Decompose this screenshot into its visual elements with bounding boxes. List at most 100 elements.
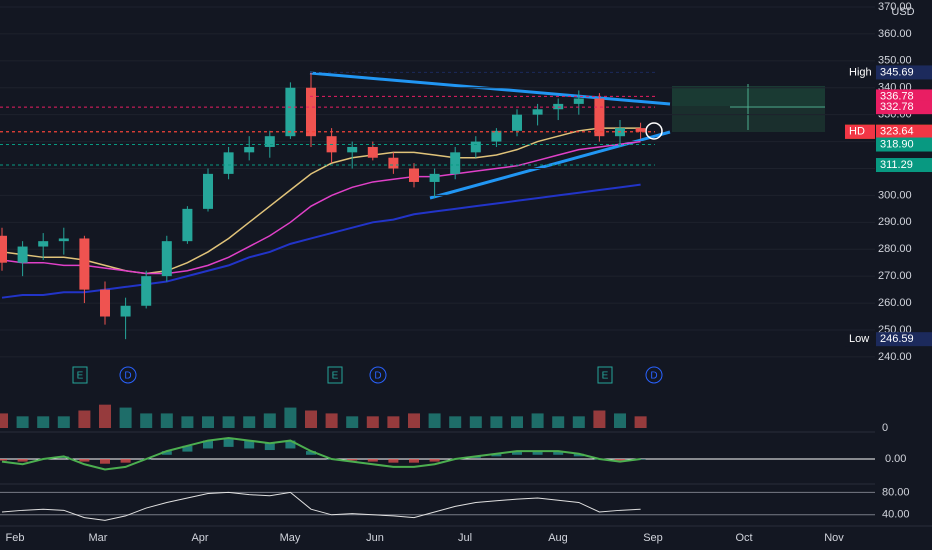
macd-line bbox=[1, 436, 641, 471]
y-tick-label: 300.00 bbox=[878, 189, 912, 201]
volume-bar bbox=[511, 416, 523, 428]
event-label: E bbox=[77, 371, 84, 382]
x-tick-label: Jul bbox=[458, 532, 472, 544]
trendline bbox=[309, 71, 671, 106]
volume-bar bbox=[160, 413, 173, 428]
candle-body bbox=[120, 305, 131, 317]
x-tick-label: Aug bbox=[548, 532, 568, 544]
event-label: E bbox=[332, 371, 339, 382]
macd-bar bbox=[573, 453, 584, 457]
level-name-tag bbox=[845, 124, 875, 139]
macd-bar bbox=[0, 459, 7, 461]
macd-bar bbox=[264, 443, 275, 451]
x-tick-label: Sep bbox=[643, 532, 663, 544]
candle-body bbox=[285, 87, 296, 137]
event-badge bbox=[119, 366, 137, 384]
level-tag bbox=[876, 332, 932, 347]
level-name: Low bbox=[849, 333, 869, 345]
candle-body bbox=[58, 238, 69, 242]
volume-bar bbox=[57, 416, 70, 428]
candle-body bbox=[223, 152, 234, 174]
y-tick-label: 370.00 bbox=[878, 1, 912, 13]
moving-average bbox=[1, 183, 641, 299]
level-tag bbox=[876, 137, 932, 152]
candle-body bbox=[594, 98, 605, 137]
x-tick-label: Jun bbox=[366, 532, 384, 544]
volume-bar bbox=[305, 410, 317, 428]
macd-bar bbox=[203, 440, 213, 449]
event-badge bbox=[645, 366, 663, 384]
level-value: 345.69 bbox=[880, 66, 914, 78]
candle-body bbox=[17, 246, 28, 263]
macd-bar bbox=[244, 440, 255, 449]
x-tick-label: Oct bbox=[735, 532, 752, 544]
level-value: 318.90 bbox=[880, 138, 914, 150]
volume-bar bbox=[37, 416, 50, 428]
level-tag bbox=[876, 65, 932, 80]
y-tick-label: 0 bbox=[882, 422, 888, 434]
y-tick-label: 360.00 bbox=[878, 28, 912, 40]
candle-body bbox=[388, 157, 399, 169]
volume-bar bbox=[387, 416, 400, 428]
x-tick-label: May bbox=[280, 532, 301, 544]
x-tick-label: Apr bbox=[191, 532, 208, 544]
macd-bar bbox=[491, 453, 502, 457]
volume-bar bbox=[243, 416, 256, 428]
x-tick-label: Nov bbox=[824, 532, 844, 544]
level-value: 332.78 bbox=[880, 101, 914, 113]
candle-body bbox=[100, 289, 110, 317]
volume-bar bbox=[593, 410, 606, 428]
candle-body bbox=[141, 276, 152, 306]
macd-bar bbox=[120, 459, 131, 463]
volume-bar bbox=[181, 416, 194, 428]
event-label: E bbox=[602, 371, 609, 382]
event-label: D bbox=[374, 371, 381, 382]
candle-body bbox=[367, 146, 378, 158]
candle-body bbox=[161, 241, 172, 277]
candle-body bbox=[491, 130, 502, 142]
volume-bar bbox=[0, 413, 8, 428]
y-tick-label: 280.00 bbox=[878, 243, 912, 255]
macd-bar bbox=[532, 451, 543, 455]
level-name: HD bbox=[849, 126, 865, 138]
macd-bar bbox=[388, 459, 399, 463]
level-name: High bbox=[849, 66, 872, 78]
volume-bar bbox=[490, 416, 503, 428]
macd-bar bbox=[100, 459, 110, 464]
macd-bar bbox=[347, 459, 358, 461]
volume-bar bbox=[325, 413, 338, 428]
y-tick-label: 350.00 bbox=[878, 55, 912, 67]
candle-body bbox=[244, 146, 255, 153]
currency-label: USD bbox=[891, 6, 914, 18]
level-value: 246.59 bbox=[880, 333, 914, 345]
volume-bar bbox=[428, 413, 441, 428]
volume-bar bbox=[634, 416, 647, 428]
volume-bar bbox=[572, 416, 585, 428]
volume-bar bbox=[346, 416, 359, 428]
macd-bar bbox=[182, 445, 193, 452]
macd-bar bbox=[161, 451, 172, 455]
event-badge bbox=[72, 366, 88, 384]
candle-body bbox=[532, 109, 543, 115]
level-tag bbox=[876, 89, 932, 104]
candle-body bbox=[79, 238, 90, 290]
event-badge bbox=[369, 366, 387, 384]
macd-bar bbox=[615, 459, 625, 461]
volume-bar bbox=[366, 416, 379, 428]
candle-body bbox=[450, 152, 461, 174]
volume-bar bbox=[284, 407, 297, 428]
macd-bar bbox=[306, 451, 316, 455]
macd-bar bbox=[17, 459, 28, 462]
volume-bar bbox=[222, 416, 235, 428]
candle-body bbox=[38, 241, 49, 247]
level-name-tag bbox=[845, 65, 875, 80]
x-tick-label: Mar bbox=[89, 532, 108, 544]
candle-body bbox=[470, 141, 481, 153]
macd-bar bbox=[409, 459, 419, 463]
event-label: D bbox=[650, 371, 657, 382]
level-tag bbox=[876, 158, 932, 173]
y-tick-label: 80.00 bbox=[882, 486, 910, 498]
moving-average bbox=[1, 127, 641, 275]
candle-body bbox=[0, 235, 7, 263]
